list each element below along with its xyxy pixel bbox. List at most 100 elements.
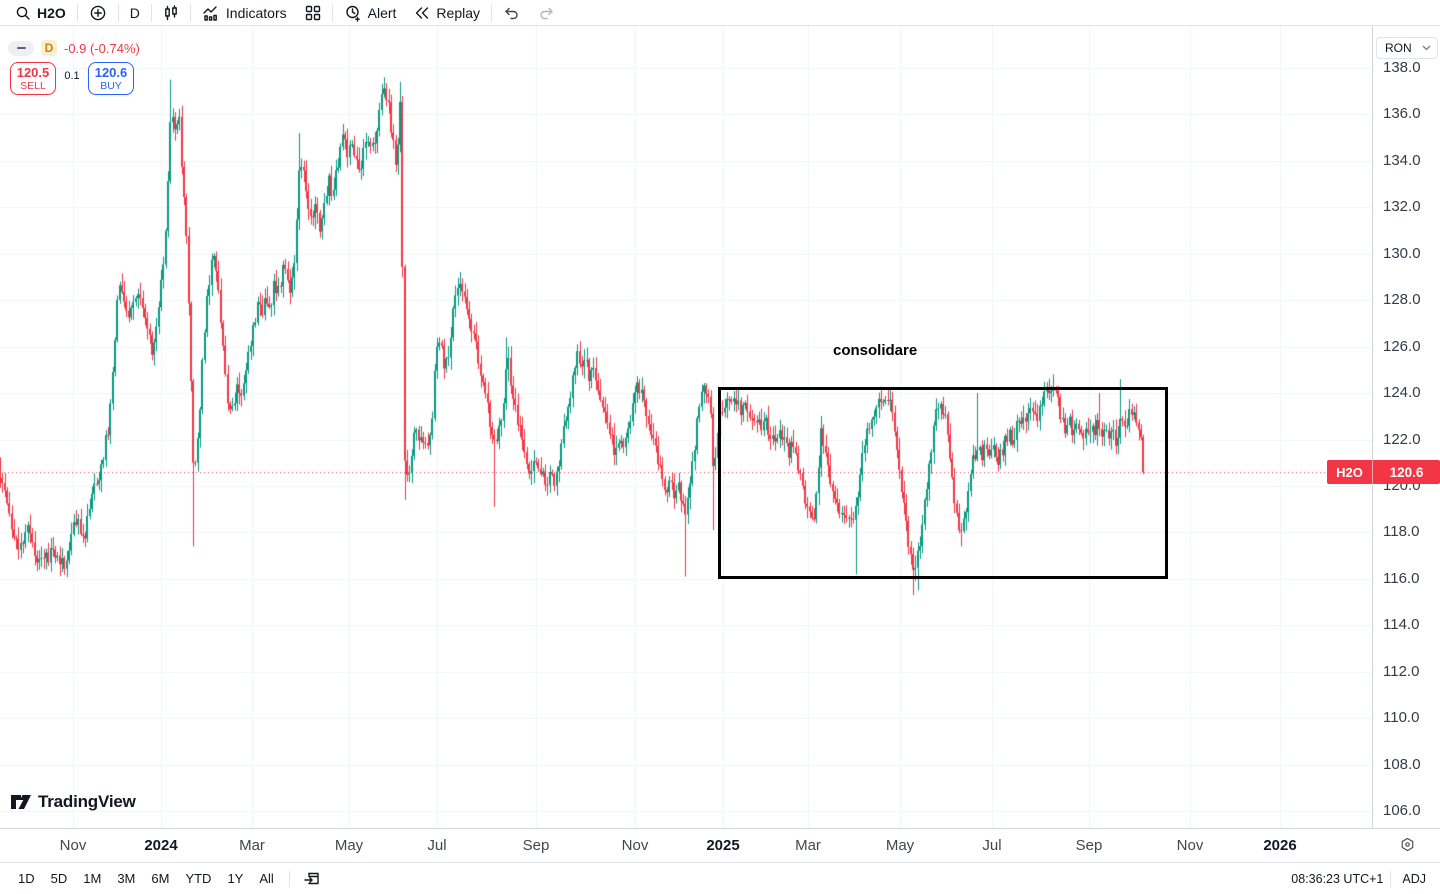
price-axis-label: 122.0 [1383,430,1421,448]
toolbar-separator [491,3,493,22]
alert-clock-icon [345,5,360,22]
sell-label: SELL [20,80,46,92]
undo-arrow-icon [505,7,518,20]
consolidare-text-drawing[interactable]: consolidare [833,342,918,359]
plus-circle-icon [90,5,106,20]
symbol-search-button[interactable]: H2O [6,0,75,26]
price-axis-label: 130.0 [1383,244,1421,262]
price-axis-label: 118.0 [1383,523,1420,541]
sell-button[interactable]: 120.5 SELL [10,62,56,95]
consolidation-rectangle-drawing[interactable] [718,387,1168,579]
replay-button[interactable]: Replay [405,0,489,26]
interval-button[interactable]: D [121,0,149,26]
price-axis-label: 108.0 [1383,755,1421,773]
range-button-1d[interactable]: 1D [18,871,35,886]
range-button-ytd[interactable]: YTD [185,871,212,886]
tradingview-logo-icon [11,794,31,809]
currency-selector[interactable]: RON [1376,37,1438,59]
price-tag-value: 120.6 [1389,464,1424,480]
price-axis-label: 132.0 [1383,198,1421,216]
top-toolbar: H2O D Indicators Alert Replay [0,0,1440,26]
timeframe-badge: D [41,40,57,56]
legend-more-button[interactable] [8,40,34,56]
time-axis-label: Mar [795,837,821,854]
indicators-label: Indicators [225,4,287,21]
time-axis-label: Sep [522,837,550,854]
price-tag-symbol: H2O [1336,464,1363,480]
chart-legend: D -0.9 (-0.74%) [8,40,140,56]
price-axis-label: 112.0 [1383,662,1420,680]
indicators-icon [203,5,217,21]
price-change-text: -0.9 (-0.74%) [64,40,140,56]
undo-button[interactable] [494,0,529,26]
time-axis-label: May [885,837,915,854]
price-axis-label: 138.0 [1383,59,1421,76]
range-button-6m[interactable]: 6M [151,871,170,886]
buy-button[interactable]: 120.6 BUY [88,62,134,95]
time-axis-label: Mar [239,837,265,854]
grid-squares-icon [305,5,320,20]
time-axis[interactable]: Nov 2024 Mar May Jul Sep Nov 2025 Mar May Jul Sep No… [0,828,1440,862]
toolbar-separator [189,3,191,22]
price-axis-label: 136.0 [1383,105,1421,123]
alert-button[interactable]: Alert [335,0,406,26]
indicator-templates-button[interactable] [296,0,330,26]
time-axis-label: Jul [982,837,1002,854]
bottom-toolbar: 1D 5D 1M 3M 6M YTD 1Y All 08:36:23 UTC+1… [0,862,1440,894]
alert-label: Alert [367,4,397,21]
price-axis-label: 110.0 [1383,709,1420,727]
toolbar-separator [117,3,119,22]
time-axis-label: Sep [1075,837,1103,854]
time-axis-label: Nov [621,837,649,854]
toolbar-separator [331,3,333,22]
price-chart-canvas[interactable] [0,26,1372,828]
range-button-5d[interactable]: 5D [50,871,68,886]
compare-add-button[interactable] [80,0,116,26]
session-clock[interactable]: 08:36:23 UTC+1 [1291,871,1384,886]
price-axis-label: 124.0 [1383,384,1421,402]
time-axis-label: May [334,837,364,854]
time-axis-label: Nov [59,837,87,854]
tradingview-logo-text: TradingView [38,792,136,811]
indicators-button[interactable]: Indicators [193,0,296,26]
interval-label: D [129,4,140,21]
bottombar-separator [288,870,290,887]
price-axis-label: 114.0 [1383,616,1420,634]
range-button-1m[interactable]: 1M [83,871,102,886]
price-tag-divider [1372,460,1373,484]
search-icon [16,6,30,20]
calendar-goto-icon [304,872,319,885]
buy-label: BUY [100,80,122,92]
last-price-tag: H2O 120.6 [1327,460,1440,484]
toolbar-separator [150,3,152,22]
time-axis-settings-gear-icon[interactable] [1400,837,1415,857]
time-axis-label: 2024 [144,837,178,854]
time-axis-label: Jul [427,837,447,854]
bottombar-right-group: 08:36:23 UTC+1 ADJ [1291,870,1430,887]
range-button-1y[interactable]: 1Y [227,871,244,886]
range-button-all[interactable]: All [259,871,274,886]
chart-style-button[interactable] [154,0,188,26]
adj-toggle[interactable]: ADJ [1402,871,1426,886]
price-axis[interactable]: 138.0 136.0 134.0 132.0 130.0 128.0 126.0 124.0… [1372,26,1440,828]
replay-label: Replay [436,4,481,21]
time-axis-label: 2026 [1263,837,1297,854]
redo-button[interactable] [529,0,564,26]
redo-arrow-icon [540,7,553,20]
tradingview-logo[interactable]: TradingView [10,792,136,812]
range-button-3m[interactable]: 3M [117,871,136,886]
spread-value: 0.1 [64,70,80,82]
replay-icon [416,6,429,19]
toolbar-separator [76,3,78,22]
price-axis-label: 126.0 [1383,337,1421,355]
go-to-date-button[interactable] [297,870,327,887]
price-axis-label: 106.0 [1383,802,1421,820]
buy-price: 120.6 [94,65,128,80]
symbol-name: H2O [37,4,66,21]
dash-icon [16,47,26,49]
price-axis-label: 116.0 [1383,569,1420,587]
candlestick-icon [165,4,177,20]
price-axis-label: 134.0 [1383,151,1421,169]
bottombar-separator [1390,870,1392,887]
